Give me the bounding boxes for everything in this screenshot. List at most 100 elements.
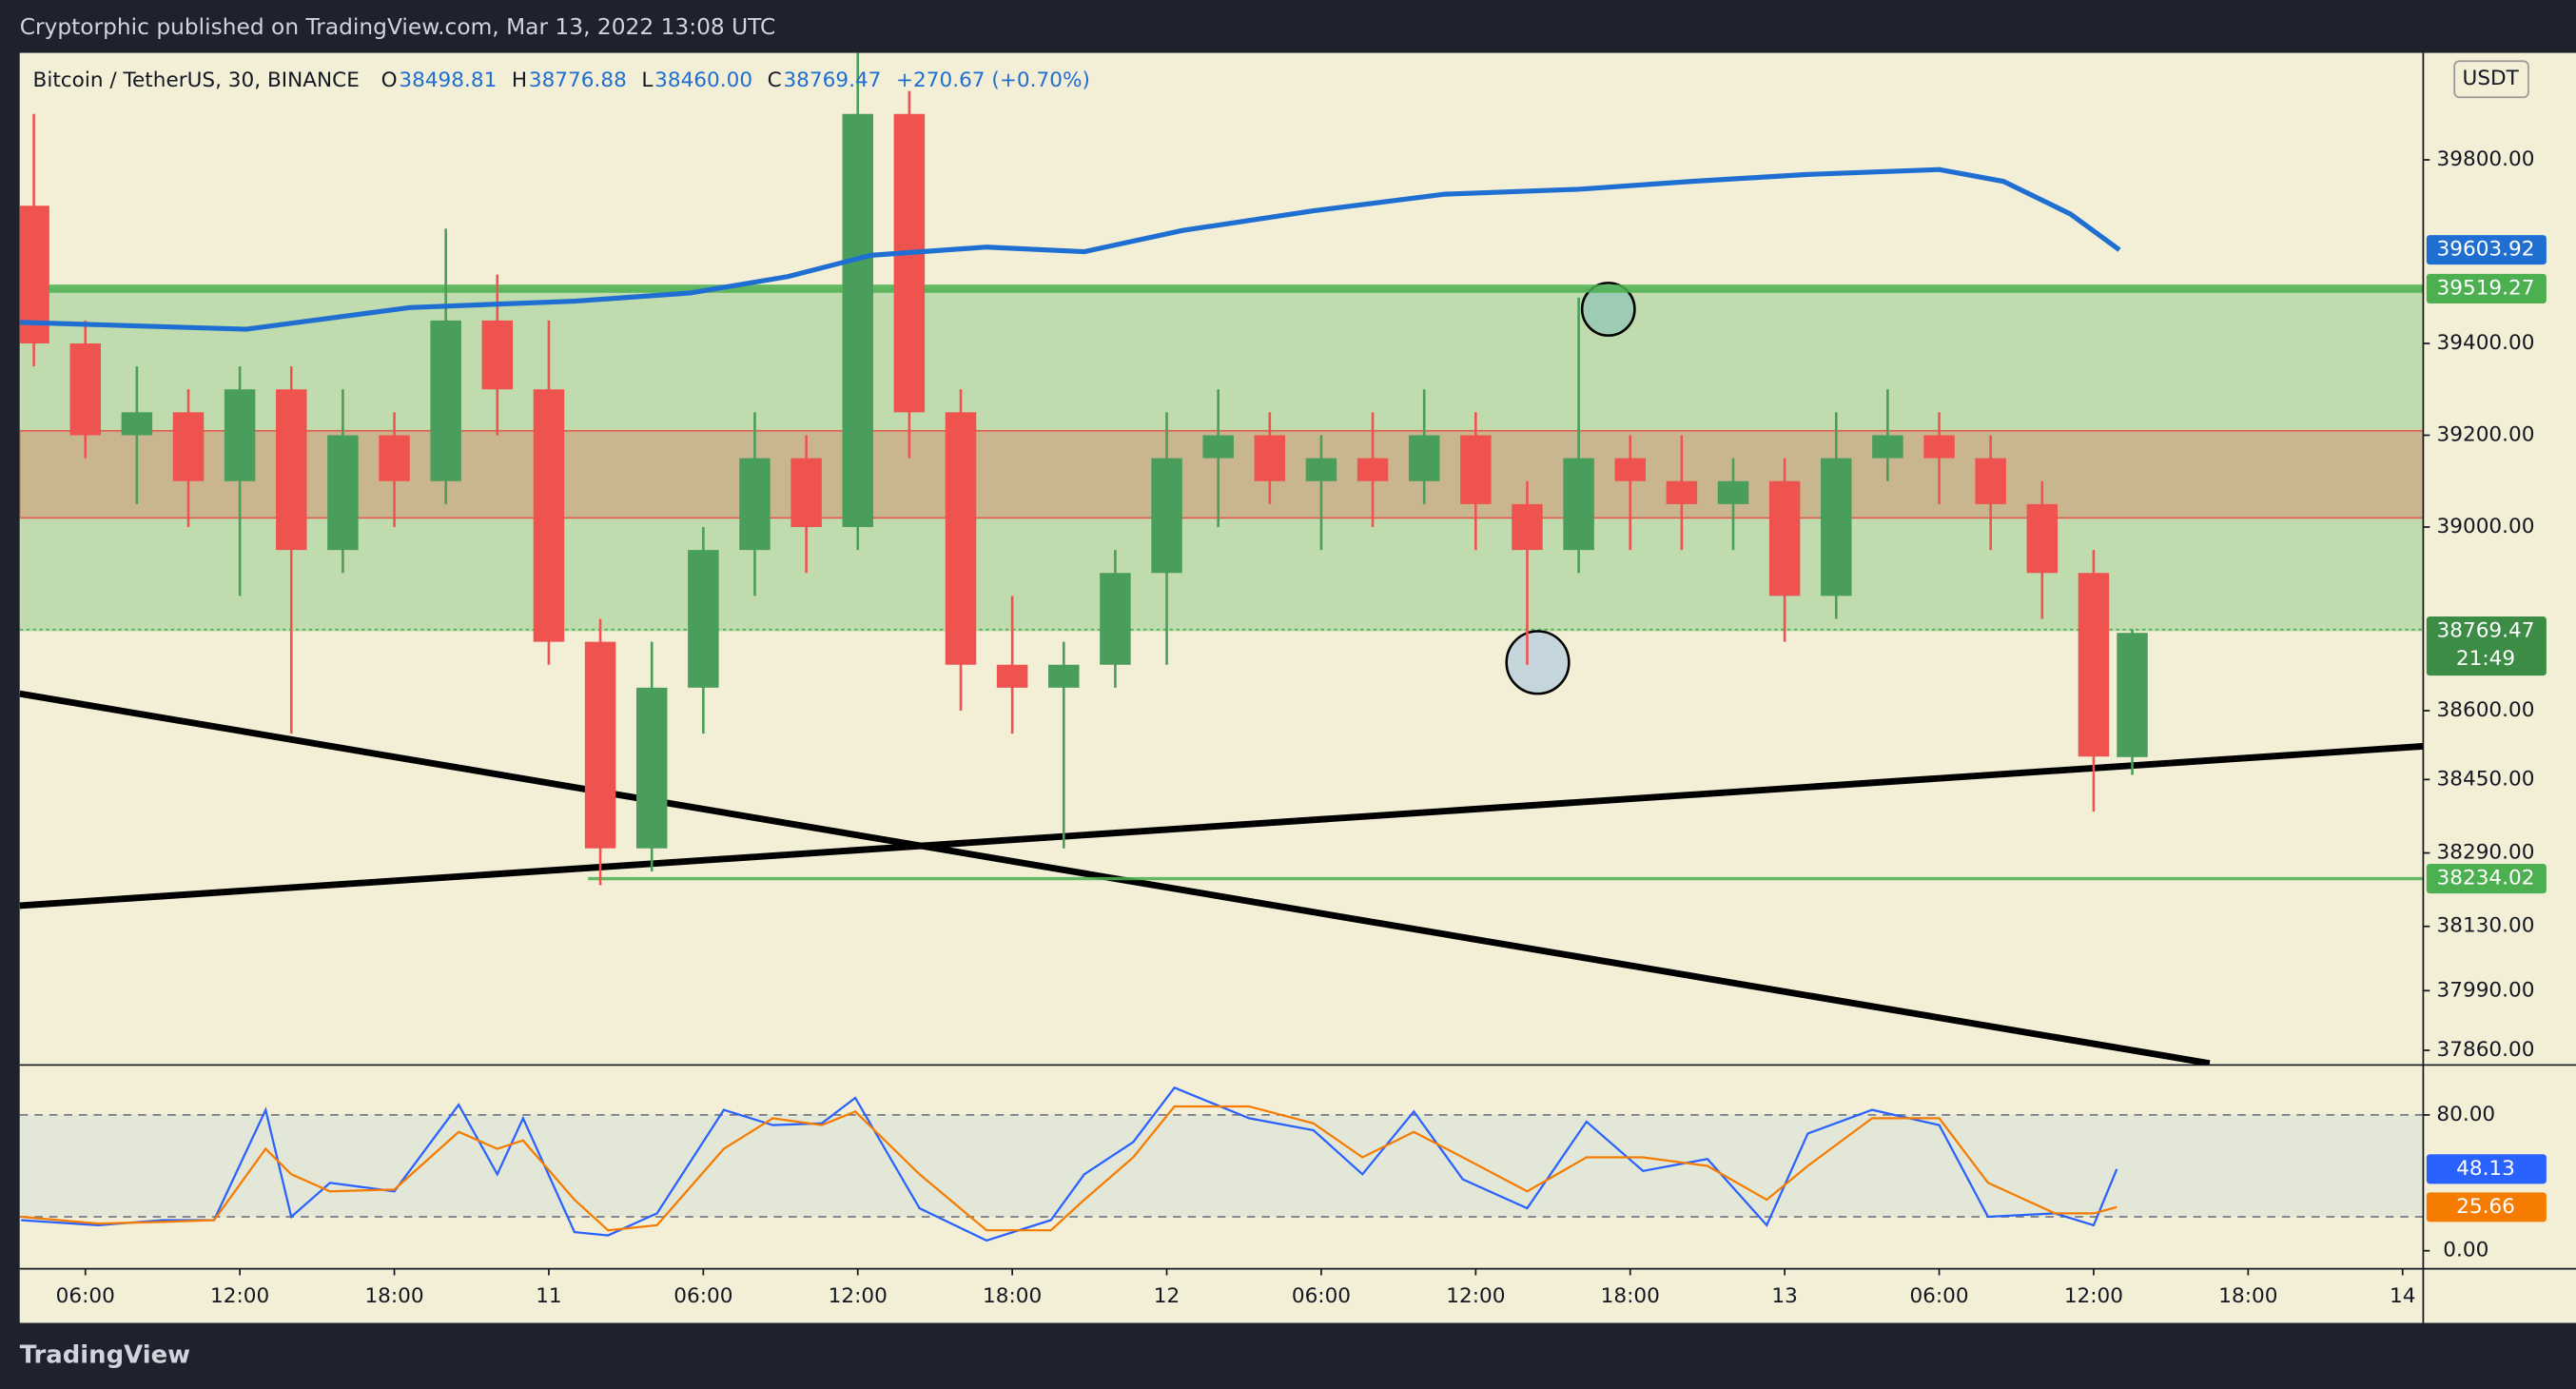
candle-body xyxy=(1100,573,1131,665)
oscillator-value-box xyxy=(2426,1192,2547,1223)
candle-body xyxy=(276,389,307,551)
footer xyxy=(0,1322,2576,1389)
candle-body xyxy=(1305,458,1337,481)
brand: TradingView xyxy=(20,1341,190,1370)
y-tick-label: 39200.00 xyxy=(2437,422,2535,446)
ma-price-label-box xyxy=(2426,235,2547,265)
countdown: 21:49 xyxy=(2456,647,2515,671)
candle-body xyxy=(790,458,822,527)
candle-body xyxy=(1356,458,1389,481)
ohlc-value: 38460.00 xyxy=(654,68,752,92)
x-tick-label: 12:00 xyxy=(1446,1284,1505,1308)
candle-body xyxy=(688,550,719,688)
y-tick-label: 37990.00 xyxy=(2437,978,2535,1002)
price-axis: 39800.00 39400.00 39200.00 39000.00 38600.00… xyxy=(2423,147,2547,1062)
price-pane xyxy=(19,52,2424,886)
candle-body xyxy=(2117,633,2148,757)
y-tick-label: 38290.00 xyxy=(2437,841,2535,865)
candle-body xyxy=(842,113,873,527)
publisher: Cryptorphic published on TradingView.com… xyxy=(20,14,776,40)
candle-body xyxy=(1202,435,1234,459)
oscillator-line xyxy=(21,1086,2118,1242)
candle-body xyxy=(1408,435,1440,481)
oscillator-pane xyxy=(19,1086,2424,1242)
oscillator-line xyxy=(21,1105,2117,1232)
marker-circle xyxy=(1505,630,1571,695)
y-tick-label: 39800.00 xyxy=(2437,147,2535,171)
moving-average xyxy=(19,166,2121,332)
ohlc-value: 38498.81 xyxy=(399,68,497,92)
candle-body xyxy=(327,435,359,551)
ohlc-value: 38776.88 xyxy=(529,68,627,92)
candle-body xyxy=(379,435,410,481)
candle-body xyxy=(1048,664,1080,688)
x-tick-label: 06:00 xyxy=(673,1284,732,1308)
candle-body xyxy=(1254,435,1286,481)
marker-circle xyxy=(1580,282,1636,337)
line-price-label-box xyxy=(2426,864,2547,894)
candle-body xyxy=(1460,435,1492,504)
currency-box xyxy=(2453,60,2529,99)
x-tick-label: 06:00 xyxy=(56,1284,115,1308)
y-tick-label: 80.00 xyxy=(2436,1103,2495,1126)
x-tick-label: 06:00 xyxy=(1292,1284,1351,1308)
candle-body xyxy=(172,412,205,481)
candle-body xyxy=(996,664,1028,688)
oscillator-axis: 80.00 0.00 48.13 25.66 06:00 12:00 18:00 11 06:0… xyxy=(56,1103,2547,1308)
candle-body xyxy=(224,389,256,481)
candle-body xyxy=(1717,480,1749,504)
candle-body xyxy=(69,342,101,436)
candle-body xyxy=(1614,458,1646,481)
y-tick-label: 38600.00 xyxy=(2437,698,2535,722)
y-tick-label: 38450.00 xyxy=(2437,767,2535,791)
ohlc-key: O xyxy=(381,68,398,92)
plot: 39800.00 39400.00 39200.00 39000.00 38600.00… xyxy=(19,52,2547,1308)
line-price-label-box xyxy=(2426,273,2547,303)
candle-body xyxy=(121,412,153,436)
x-tick-label: 06:00 xyxy=(1909,1284,1968,1308)
x-tick-label: 12:00 xyxy=(829,1284,888,1308)
candle-body xyxy=(481,320,514,390)
candle-body xyxy=(1821,458,1852,597)
candle-body xyxy=(584,641,616,849)
candle-body xyxy=(1872,435,1903,459)
y-tick-label: 39400.00 xyxy=(2437,331,2535,355)
candle-body xyxy=(1923,435,1955,459)
x-tick-label: 18:00 xyxy=(983,1284,1042,1308)
x-tick-label: 18:00 xyxy=(2218,1284,2277,1308)
candle-body xyxy=(1151,458,1182,574)
ohlc-legend: O 38498.81 H 38776.88 L 38460.00 C 38769.47 +270… xyxy=(381,68,1090,92)
candle-body xyxy=(2026,503,2059,574)
x-tick-label: 12 xyxy=(1154,1284,1180,1308)
candle-body xyxy=(1563,458,1594,551)
symbol: Bitcoin / TetherUS, 30, BINANCE xyxy=(33,68,360,92)
x-tick-label: 18:00 xyxy=(1601,1284,1660,1308)
candle-body xyxy=(430,320,461,481)
y-tick-label: 0.00 xyxy=(2443,1239,2488,1262)
candle-body xyxy=(1666,480,1698,504)
last-price: 38769.47 xyxy=(2437,618,2535,642)
ma-price-label: 39603.92 xyxy=(2437,238,2535,262)
candle-body xyxy=(1975,458,2006,504)
candle-body xyxy=(635,687,668,849)
oscillator-band xyxy=(19,1114,2424,1217)
change: +270.67 (+0.70%) xyxy=(896,68,1090,92)
last-price-box xyxy=(2426,616,2547,676)
oscillator-value-box xyxy=(2426,1154,2547,1184)
candle-body xyxy=(1512,503,1543,551)
oscillator-value: 48.13 xyxy=(2456,1157,2515,1181)
ohlc-value: 38769.47 xyxy=(783,68,881,92)
x-tick-label: 13 xyxy=(1771,1284,1797,1308)
line-price-label: 38234.02 xyxy=(2437,867,2535,890)
candle-body xyxy=(533,389,565,642)
y-tick-label: 39000.00 xyxy=(2437,515,2535,538)
support-zone xyxy=(19,287,2424,632)
x-tick-label: 12:00 xyxy=(210,1284,269,1308)
candle-body xyxy=(739,458,771,551)
candle-body xyxy=(2078,573,2110,757)
candle-body xyxy=(893,113,926,413)
ohlc-key: C xyxy=(768,68,782,92)
x-tick-label: 12:00 xyxy=(2064,1284,2123,1308)
